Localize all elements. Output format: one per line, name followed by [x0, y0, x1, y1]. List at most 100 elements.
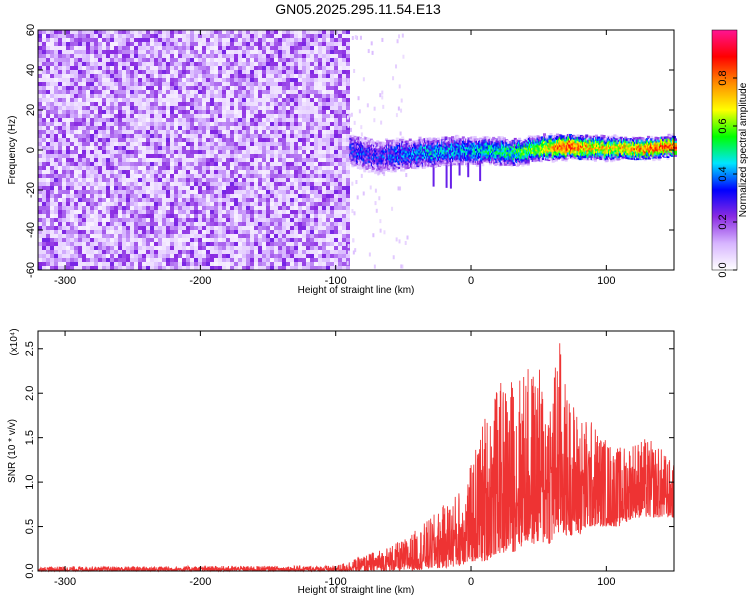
spectrogram-noise-cell [98, 126, 102, 130]
spectrogram-noise-cell [70, 170, 74, 174]
spectrogram-noise-cell [122, 186, 126, 190]
spectrogram-noise-cell [174, 66, 178, 70]
spectrogram-noise-cell [142, 106, 146, 110]
spectrogram-noise-cell [86, 106, 90, 110]
spectrogram-noise-cell [78, 210, 82, 214]
spectrogram-noise-cell [66, 170, 70, 174]
spectrogram-signal-cell [358, 137, 362, 140]
spectrogram-noise-cell [70, 258, 74, 262]
spectrogram-noise-cell [190, 114, 194, 118]
spectrogram-noise-cell [266, 266, 270, 270]
spectrogram-noise-cell [150, 70, 154, 74]
spectrogram-noise-cell [258, 166, 262, 170]
spectrogram-noise-cell [178, 50, 182, 54]
spectrogram-noise-cell [146, 126, 150, 130]
spectrogram-noise-cell [158, 30, 162, 34]
spectrogram-noise-cell [114, 194, 118, 198]
spectrogram-noise-cell [94, 38, 98, 42]
spectrogram-noise-cell [190, 126, 194, 130]
spectrogram-noise-cell [214, 46, 218, 50]
spectrogram-noise-cell [70, 254, 74, 258]
spectrogram-noise-cell [122, 30, 126, 34]
spectrogram-noise-cell [114, 78, 118, 82]
spectrogram-noise-cell [274, 218, 278, 222]
spectrogram-noise-cell [154, 262, 158, 266]
spectrogram-noise-cell [262, 38, 266, 42]
spectrogram-noise-cell [142, 86, 146, 90]
spectrogram-noise-cell [186, 266, 190, 270]
spectrogram-noise-cell [90, 86, 94, 90]
spectrogram-noise-cell [178, 114, 182, 118]
spectrogram-noise-cell [310, 46, 314, 50]
spectrogram-noise-cell [54, 218, 58, 222]
spectrogram-noise-cell [306, 214, 310, 218]
spectrogram-noise-cell [146, 242, 150, 246]
spectrogram-noise-cell [94, 218, 98, 222]
spectrogram-noise-cell [298, 74, 302, 78]
spectrogram-noise-cell [326, 94, 330, 98]
spectrogram-noise-cell [86, 126, 90, 130]
spectrogram-noise-cell [226, 138, 230, 142]
spectrogram-noise-cell [166, 46, 170, 50]
spectrogram-noise-cell [234, 142, 238, 146]
spectrogram-noise-cell [142, 54, 146, 58]
spectrogram-noise-cell [106, 198, 110, 202]
spectrogram-noise-cell [142, 214, 146, 218]
spectrogram-noise-cell [162, 66, 166, 70]
spectrogram-noise-cell [242, 46, 246, 50]
spectrogram-noise-cell [334, 86, 338, 90]
spectrogram-noise-cell [166, 122, 170, 126]
spectrogram-noise-cell [102, 170, 106, 174]
spectrogram-noise-cell [118, 122, 122, 126]
spectrogram-noise-cell [158, 62, 162, 66]
spectrogram-noise-cell [166, 226, 170, 230]
spectrogram-noise-cell [194, 146, 198, 150]
spectrogram-noise-cell [254, 242, 258, 246]
spectrogram-noise-cell [98, 110, 102, 114]
spectrogram-noise-cell [146, 178, 150, 182]
spectrogram-noise-cell [170, 190, 174, 194]
spectrogram-noise-cell [38, 138, 42, 142]
spectrogram-noise-cell [98, 42, 102, 46]
spectrogram-noise-cell [246, 66, 250, 70]
spectrogram-noise-cell [206, 154, 210, 158]
spectrogram-noise-cell [162, 54, 166, 58]
spectrogram-noise-cell [298, 234, 302, 238]
spectrogram-noise-cell [222, 114, 226, 118]
spectrogram-noise-cell [54, 70, 58, 74]
spectrogram-noise-cell [126, 166, 130, 170]
spectrogram-noise-cell [334, 154, 338, 158]
spectrogram-noise-cell [182, 158, 186, 162]
spectrogram-noise-cell [142, 198, 146, 202]
spectrogram-noise-cell [258, 210, 262, 214]
spectrogram-noise-cell [246, 94, 250, 98]
spectrogram-noise-cell [274, 62, 278, 66]
spectrogram-noise-cell [150, 198, 154, 202]
spectrogram-noise-cell [182, 46, 186, 50]
spectrogram-noise-cell [266, 54, 270, 58]
spectrogram-noise-cell [294, 30, 298, 34]
spectrogram-noise-cell [170, 30, 174, 34]
spectrogram-noise-cell [154, 90, 158, 94]
spectrogram-noise-cell [66, 98, 70, 102]
spectrogram-noise-cell [286, 158, 290, 162]
spectrogram-noise-cell [114, 50, 118, 54]
spectrogram-noise-cell [306, 246, 310, 250]
spectrogram-noise-cell [342, 186, 346, 190]
spectrogram-noise-cell [342, 66, 346, 70]
spectrogram-noise-cell [42, 218, 46, 222]
spectrogram-noise-cell [342, 74, 346, 78]
spectrogram-noise-cell [130, 162, 134, 166]
spectrogram-noise-cell [142, 134, 146, 138]
spectrogram-noise-cell [282, 114, 286, 118]
spectrogram-noise-cell [90, 206, 94, 210]
spectrogram-noise-cell [78, 266, 82, 270]
spectrogram-noise-cell [178, 82, 182, 86]
spectrogram-noise-cell [78, 138, 82, 142]
spectrogram-noise-cell [182, 38, 186, 42]
spectrogram-noise-cell [218, 162, 222, 166]
spectrogram-noise-cell [254, 110, 258, 114]
spectrogram-noise-cell [118, 162, 122, 166]
spectrogram-noise-cell [182, 74, 186, 78]
spectrogram-noise-cell [50, 102, 54, 106]
